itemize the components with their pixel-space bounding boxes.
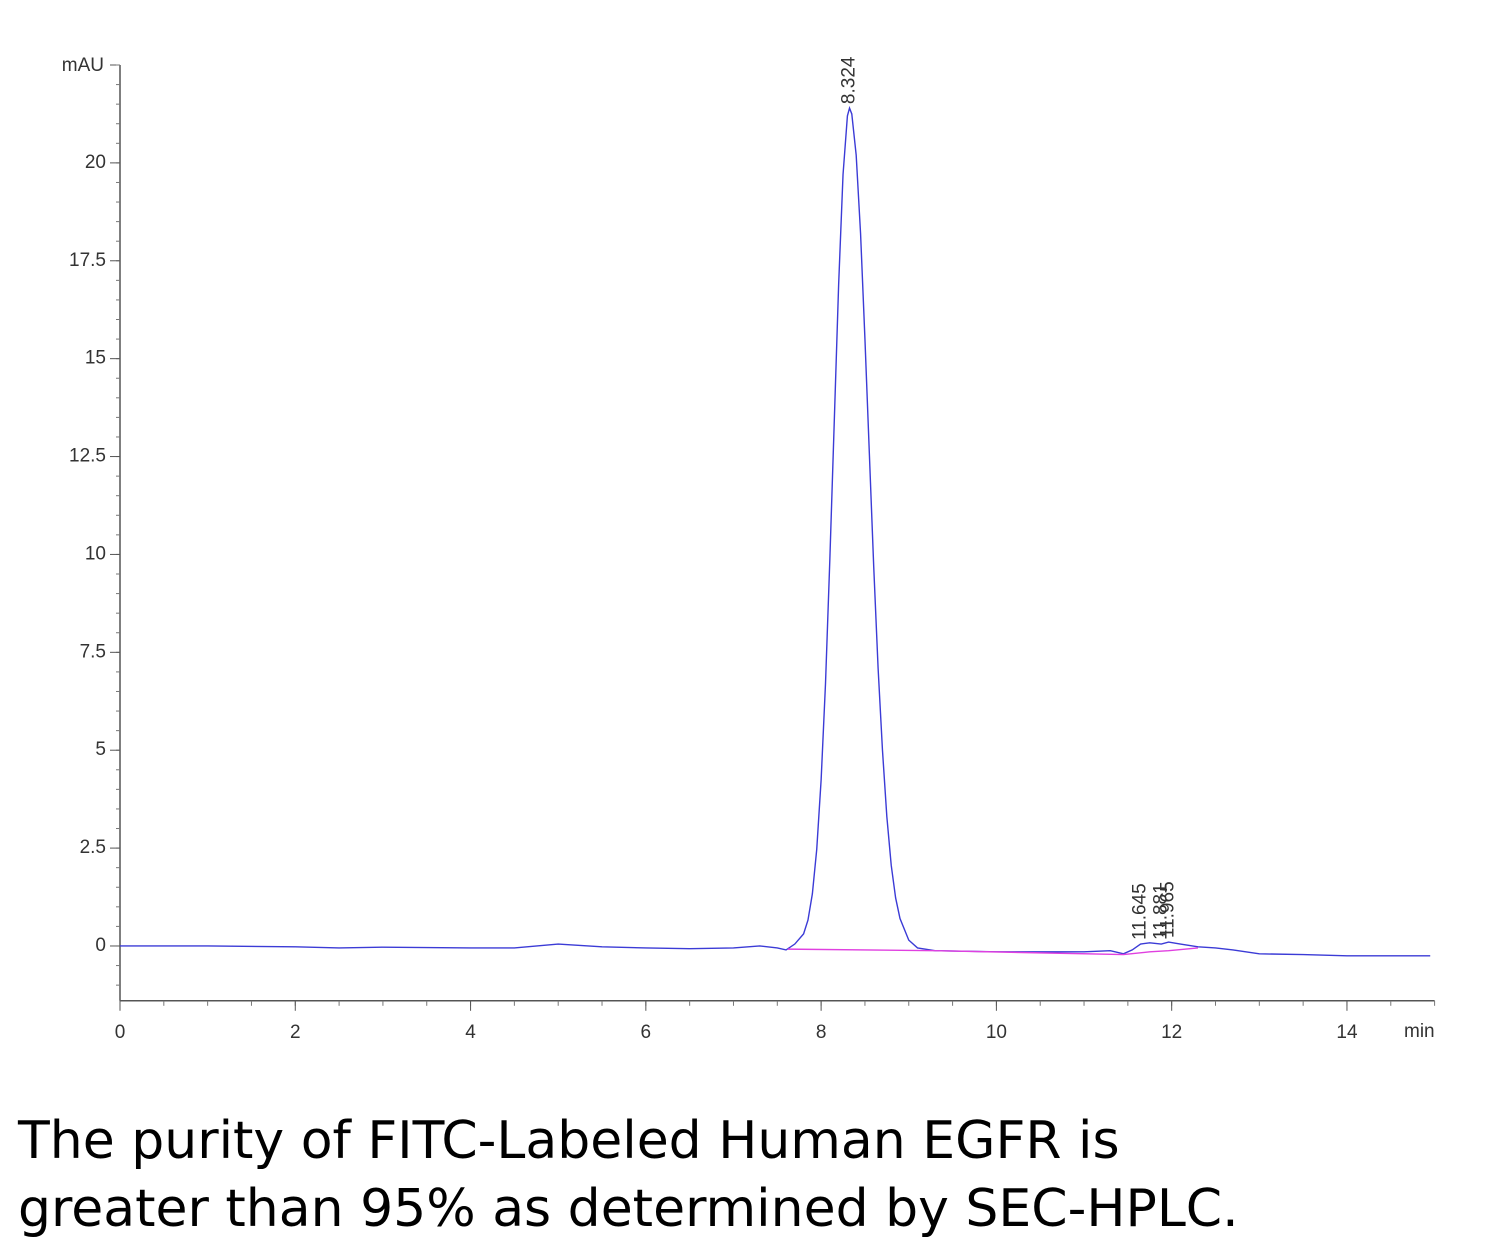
trace — [120, 105, 1431, 957]
x-tick-label: 14 — [1336, 1022, 1358, 1043]
x-tick-label: 2 — [290, 1022, 301, 1043]
y-tick-label: 7.5 — [80, 641, 106, 662]
y-axis-label: mAU — [62, 55, 104, 76]
x-tick-label: 10 — [986, 1022, 1007, 1043]
caption-line: greater than 95% as determined by SEC-HP… — [18, 1179, 1239, 1239]
x-tick-label: 6 — [641, 1022, 652, 1043]
y-tick-label: 5 — [95, 739, 106, 760]
caption-line: The purity of FITC-Labeled Human EGFR is — [17, 1111, 1120, 1171]
x-axis-label: min — [1404, 1021, 1435, 1042]
x-tick-label: 12 — [1161, 1022, 1182, 1043]
peak-label: 8.324 — [839, 56, 860, 104]
peak-label: 11.965 — [1158, 881, 1179, 938]
x-tick-label: 0 — [115, 1022, 126, 1043]
y-tick-label: 17.5 — [69, 250, 106, 271]
y-tick-label: 0 — [95, 935, 106, 956]
y-tick-label: 15 — [85, 348, 106, 369]
y-tick-label: 10 — [85, 543, 106, 564]
peak-label: 11.881 — [1150, 883, 1171, 940]
y-tick-label: 12.5 — [69, 446, 106, 467]
trace — [787, 947, 1199, 956]
peak-label: 11.645 — [1130, 883, 1151, 940]
y-tick-label: 2.5 — [80, 837, 106, 858]
x-tick-label: 8 — [816, 1022, 827, 1043]
y-tick-label: 20 — [85, 152, 106, 173]
x-tick-label: 4 — [465, 1022, 476, 1043]
